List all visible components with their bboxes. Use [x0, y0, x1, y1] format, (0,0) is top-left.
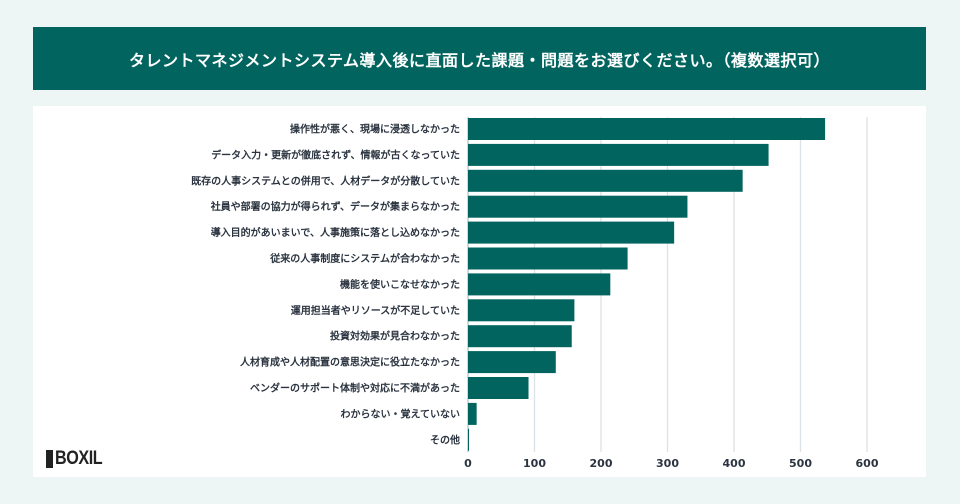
title-banner: タレントマネジメントシステム導入後に直面した課題・問題をお選びください。（複数選…	[33, 27, 926, 90]
bar	[468, 273, 611, 296]
category-label: 運用担当者やリソースが不足していた	[291, 304, 460, 317]
logo-mark-icon	[46, 450, 53, 468]
bar	[468, 143, 769, 166]
boxil-logo: BOXIL	[46, 448, 111, 470]
category-label: 既存の人事システムとの併用で、人材データが分散していた	[191, 174, 460, 187]
bar	[468, 299, 575, 322]
category-label: わからない・覚えていない	[341, 407, 461, 420]
x-tick-label: 400	[723, 457, 746, 470]
bar	[468, 377, 529, 399]
bar	[468, 428, 469, 451]
bar	[468, 325, 572, 348]
category-label: 人材育成や人材配置の意思決定に役立たなかった	[240, 356, 460, 369]
bar	[468, 221, 675, 244]
chart-title: タレントマネジメントシステム導入後に直面した課題・問題をお選びください。（複数選…	[128, 50, 831, 70]
x-tick-label: 0	[464, 457, 472, 470]
bar	[468, 402, 477, 425]
x-tick-label: 100	[523, 457, 546, 470]
category-label: データ入力・更新が徹底されず、情報が古くなっていた	[211, 148, 460, 161]
x-tick-label: 500	[789, 457, 812, 470]
category-label: 導入目的があいまいで、人事施策に落とし込めなかった	[211, 226, 460, 239]
bar	[468, 351, 556, 374]
category-label: 機能を使いこなせなかった	[340, 278, 460, 291]
x-tick-label: 300	[656, 457, 679, 470]
bar	[468, 247, 628, 270]
x-tick-label: 200	[590, 457, 613, 470]
logo-text: BOXIL	[55, 448, 103, 469]
category-label: 社員や部署の協力が得られず、データが集まらなかった	[210, 200, 460, 213]
bar	[468, 169, 743, 192]
category-label: 投資対効果が見合わなかった	[330, 330, 460, 343]
bar	[468, 118, 826, 140]
bar	[468, 195, 688, 218]
category-label: 従来の人事制度にシステムが合わなかった	[269, 252, 460, 265]
category-label: ベンダーのサポート体制や対応に不満があった	[250, 382, 460, 395]
x-tick-label: 600	[856, 457, 879, 470]
category-label: 操作性が悪く、現場に浸透しなかった	[290, 123, 460, 136]
category-label: その他	[430, 433, 460, 446]
